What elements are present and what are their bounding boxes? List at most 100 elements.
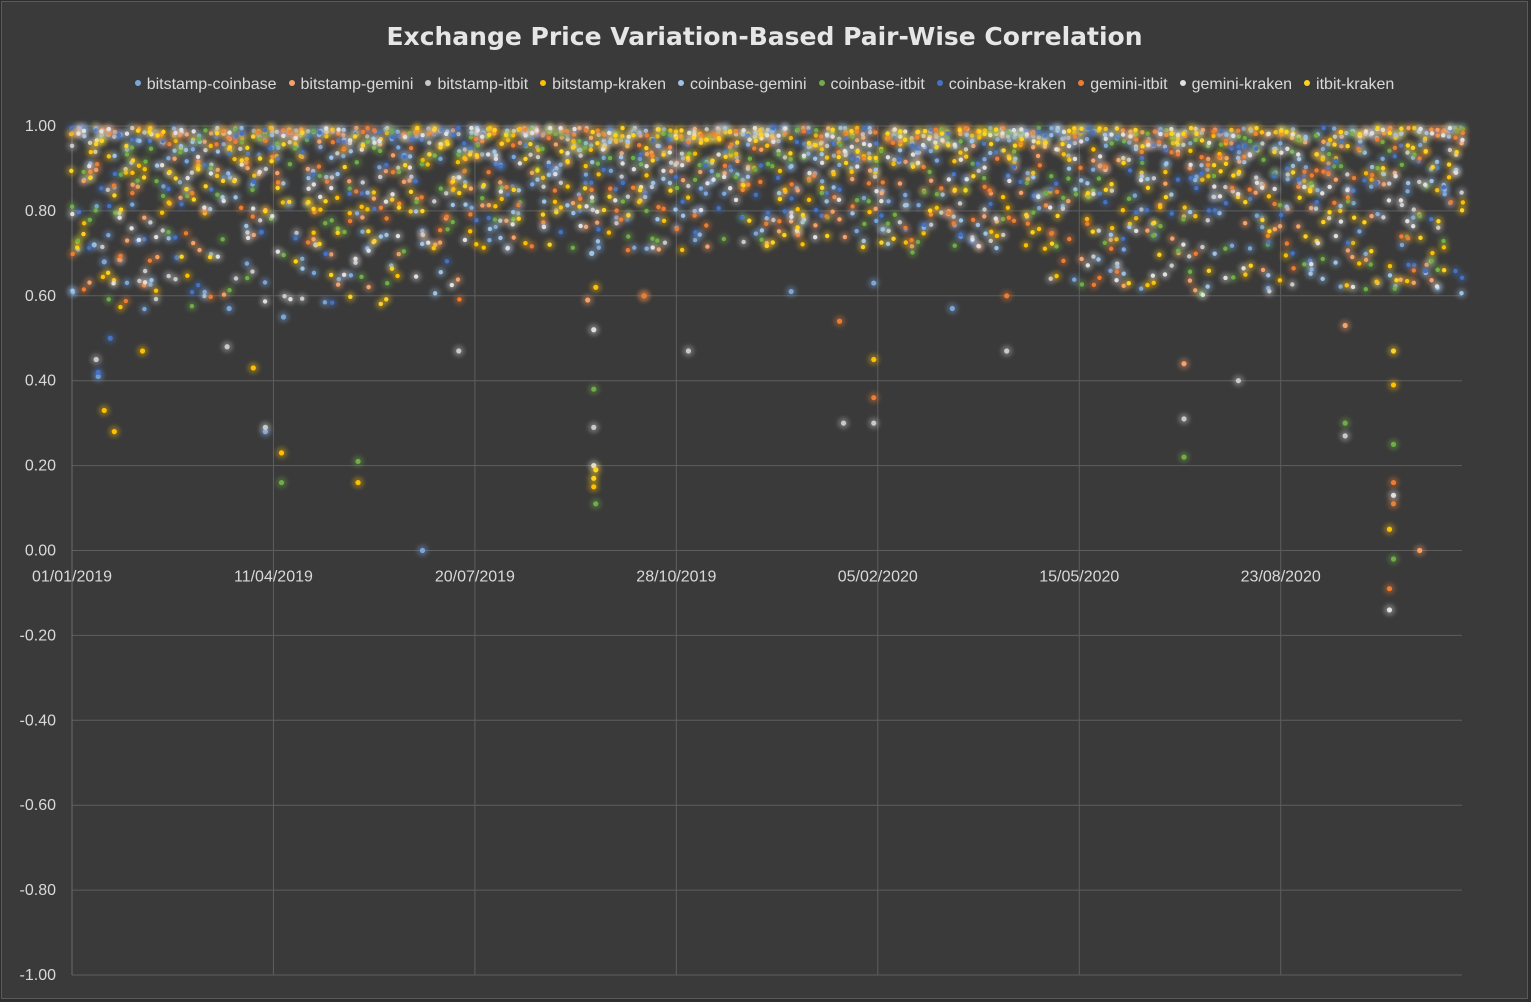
data-point — [1108, 268, 1113, 274]
data-point — [517, 161, 523, 166]
data-point — [287, 162, 293, 167]
data-point — [355, 479, 361, 486]
data-point — [1193, 251, 1198, 256]
data-point — [1435, 188, 1440, 193]
data-point — [516, 202, 521, 208]
data-point — [693, 230, 698, 235]
data-point — [819, 179, 825, 184]
data-point — [1390, 441, 1397, 447]
x-tick-label: 20/07/2019 — [435, 569, 515, 586]
data-point — [153, 288, 159, 293]
data-point — [733, 174, 739, 180]
data-point — [661, 206, 666, 212]
data-point — [1350, 284, 1356, 290]
data-point — [753, 138, 758, 143]
data-point — [710, 158, 715, 163]
data-point — [505, 192, 511, 197]
data-point — [341, 146, 347, 151]
data-point — [371, 190, 376, 195]
data-point — [329, 218, 334, 223]
data-point — [323, 221, 328, 226]
data-point — [1126, 196, 1132, 201]
data-point — [528, 141, 533, 147]
data-point — [420, 132, 425, 138]
series-itbit-kraken — [66, 122, 1468, 484]
data-point — [257, 156, 263, 161]
data-point — [1453, 135, 1458, 140]
data-point — [777, 168, 783, 174]
data-point — [355, 458, 361, 464]
data-point — [178, 150, 183, 155]
data-point — [1308, 271, 1313, 276]
data-point — [1145, 185, 1151, 191]
data-point — [111, 281, 116, 286]
data-point — [1127, 168, 1133, 173]
data-point — [474, 153, 479, 158]
data-point — [365, 125, 370, 131]
data-point — [1055, 128, 1060, 133]
data-point — [788, 135, 794, 141]
data-point — [1079, 256, 1084, 262]
data-point — [395, 233, 401, 239]
data-point — [487, 237, 492, 243]
data-point — [1054, 147, 1059, 152]
data-point — [583, 163, 588, 169]
data-point — [1411, 280, 1416, 286]
data-point — [523, 156, 528, 162]
data-point — [552, 188, 558, 193]
data-point — [927, 169, 932, 175]
data-point — [444, 259, 450, 264]
data-point — [529, 244, 534, 249]
data-point — [1333, 260, 1338, 265]
data-point — [81, 287, 87, 292]
data-point — [456, 125, 461, 131]
data-point — [1175, 152, 1181, 157]
data-point — [547, 242, 552, 247]
data-point — [571, 210, 576, 216]
data-point — [904, 202, 909, 208]
data-point — [854, 157, 860, 162]
data-point — [964, 132, 969, 137]
data-point — [166, 186, 171, 192]
data-point — [1296, 152, 1301, 157]
data-point — [952, 159, 957, 164]
data-point — [457, 175, 462, 180]
data-point — [413, 209, 419, 214]
data-point — [661, 218, 667, 224]
data-point — [1338, 203, 1343, 209]
data-point — [1309, 262, 1314, 267]
data-point — [190, 147, 196, 152]
data-point — [324, 179, 330, 184]
data-point — [879, 148, 884, 154]
data-point — [650, 158, 655, 163]
data-point — [437, 240, 443, 245]
data-point — [69, 143, 75, 148]
data-point — [1004, 293, 1010, 299]
data-point — [278, 450, 285, 456]
data-point — [589, 195, 595, 200]
data-point — [1380, 156, 1385, 162]
data-point — [716, 152, 721, 157]
data-point — [1097, 275, 1102, 280]
data-point — [691, 135, 696, 141]
data-point — [1356, 146, 1361, 152]
data-point — [975, 161, 980, 166]
data-point — [1387, 273, 1393, 278]
data-point — [1072, 156, 1078, 162]
data-point — [745, 166, 751, 171]
data-point — [1242, 221, 1248, 226]
data-point — [130, 190, 135, 196]
data-point — [300, 256, 305, 262]
data-point — [753, 167, 758, 172]
data-point — [1386, 526, 1393, 532]
data-point — [1267, 289, 1272, 294]
data-point — [147, 129, 152, 135]
data-point — [389, 266, 395, 271]
data-point — [481, 182, 487, 188]
data-point — [329, 155, 334, 160]
data-point — [1000, 194, 1006, 200]
data-point — [843, 160, 849, 166]
data-point — [1405, 189, 1410, 194]
data-point — [100, 244, 105, 250]
data-point — [1158, 131, 1163, 137]
